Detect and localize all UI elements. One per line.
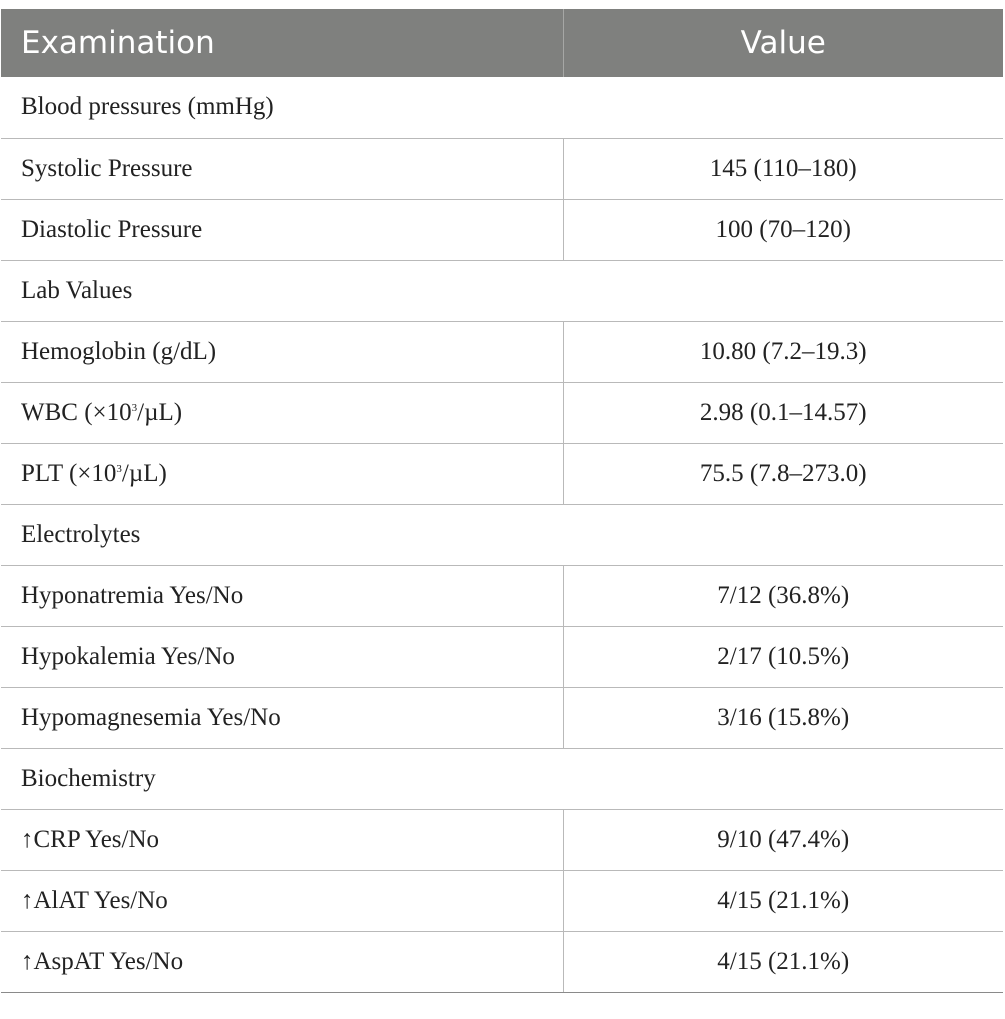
examination-cell: Hyponatremia Yes/No: [1, 565, 563, 627]
examination-cell: Diastolic Pressure: [1, 199, 563, 261]
label-text: /µL): [137, 398, 183, 426]
value-cell: 145 (110–180): [562, 138, 1003, 200]
value-cell: 2/17 (10.5%): [562, 626, 1003, 688]
table-row: Systolic Pressure 145 (110–180): [1, 138, 1003, 200]
label-superscript: 3: [116, 462, 122, 475]
label-text: WBC (×10: [21, 398, 132, 426]
examination-cell: Hypomagnesemia Yes/No: [1, 687, 563, 749]
value-cell: 4/15 (21.1%): [562, 931, 1003, 993]
table-row: PLT (×103/µL) 75.5 (7.8–273.0): [1, 443, 1003, 505]
section-label: Biochemistry: [1, 748, 1003, 810]
label-text: /µL): [121, 459, 167, 487]
examination-table: Examination Value Blood pressures (mmHg)…: [1, 9, 1003, 993]
value-cell: 7/12 (36.8%): [562, 565, 1003, 627]
header-value: Value: [562, 9, 1003, 77]
section-row: Electrolytes: [1, 504, 1003, 566]
section-label: Lab Values: [1, 260, 1003, 322]
value-cell: 10.80 (7.2–19.3): [562, 321, 1003, 383]
header-row: Examination Value: [1, 9, 1003, 77]
value-cell: 75.5 (7.8–273.0): [562, 443, 1003, 505]
label-text: PLT (×10: [21, 459, 117, 487]
examination-cell: ↑AlAT Yes/No: [1, 870, 563, 932]
table-row: WBC (×103/µL) 2.98 (0.1–14.57): [1, 382, 1003, 444]
table-row: ↑AspAT Yes/No 4/15 (21.1%): [1, 931, 1003, 993]
examination-cell: ↑AspAT Yes/No: [1, 931, 563, 993]
header-examination: Examination: [1, 9, 563, 77]
value-cell: 3/16 (15.8%): [562, 687, 1003, 749]
section-row: Lab Values: [1, 260, 1003, 322]
section-row: Blood pressures (mmHg): [1, 77, 1003, 139]
value-cell: 2.98 (0.1–14.57): [562, 382, 1003, 444]
examination-cell: PLT (×103/µL): [1, 443, 563, 505]
examination-cell: WBC (×103/µL): [1, 382, 563, 444]
examination-cell: Systolic Pressure: [1, 138, 563, 200]
table-row: Diastolic Pressure 100 (70–120): [1, 199, 1003, 261]
table-row: Hemoglobin (g/dL) 10.80 (7.2–19.3): [1, 321, 1003, 383]
table-row: Hypokalemia Yes/No 2/17 (10.5%): [1, 626, 1003, 688]
value-cell: 4/15 (21.1%): [562, 870, 1003, 932]
table-row: ↑AlAT Yes/No 4/15 (21.1%): [1, 870, 1003, 932]
label-superscript: 3: [131, 401, 138, 414]
table-row: ↑CRP Yes/No 9/10 (47.4%): [1, 809, 1003, 871]
examination-cell: Hypokalemia Yes/No: [1, 626, 563, 688]
table-row: Hypomagnesemia Yes/No 3/16 (15.8%): [1, 687, 1003, 749]
section-label: Electrolytes: [1, 504, 1003, 566]
section-label: Blood pressures (mmHg): [1, 77, 1003, 139]
value-cell: 9/10 (47.4%): [562, 809, 1003, 871]
section-row: Biochemistry: [1, 748, 1003, 810]
examination-cell: ↑CRP Yes/No: [1, 809, 563, 871]
table-row: Hyponatremia Yes/No 7/12 (36.8%): [1, 565, 1003, 627]
examination-cell: Hemoglobin (g/dL): [1, 321, 563, 383]
value-cell: 100 (70–120): [562, 199, 1003, 261]
